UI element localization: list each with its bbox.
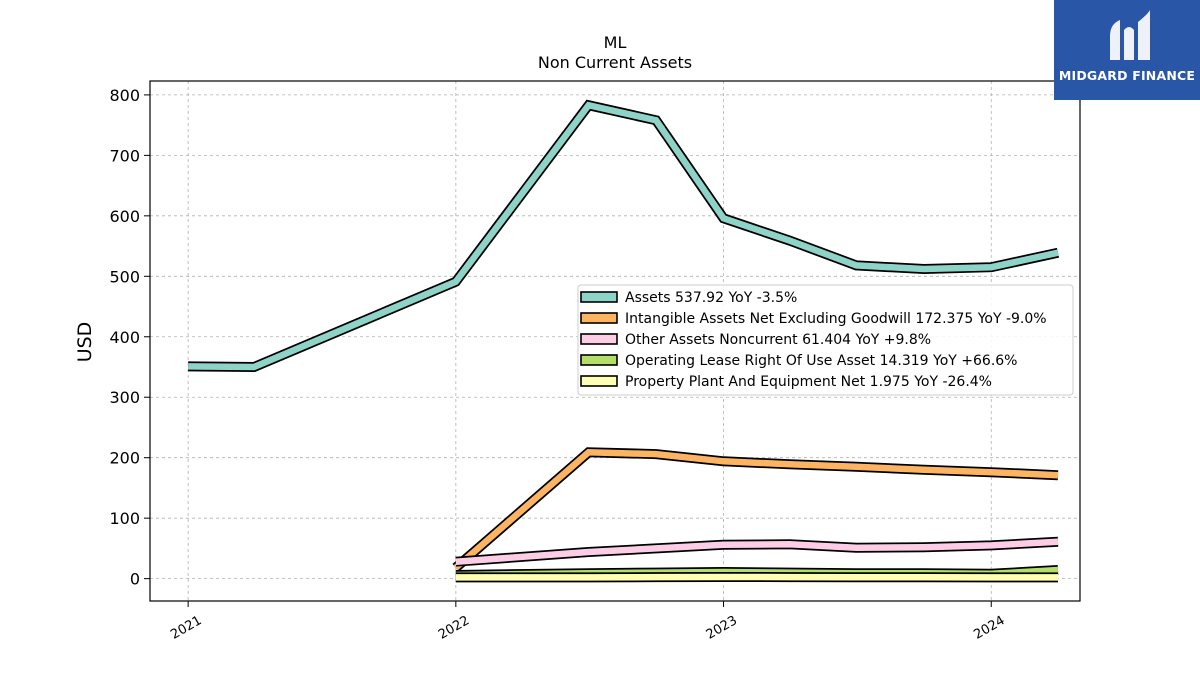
legend-label-1: Intangible Assets Net Excluding Goodwill… <box>625 311 1047 327</box>
x-tick-label: 2021 <box>168 613 204 643</box>
legend-label-0: Assets 537.92 YoY -3.5% <box>625 290 797 306</box>
y-tick-label: 600 <box>109 207 140 226</box>
x-tick-label: 2022 <box>436 613 472 643</box>
x-tick-label: 2024 <box>971 613 1007 643</box>
y-tick-label: 0 <box>130 570 140 589</box>
series-line-0 <box>188 101 1059 371</box>
logo-mark <box>1110 10 1150 60</box>
midgard-m-logo-icon <box>1054 0 1200 100</box>
y-tick-label: 500 <box>109 267 140 286</box>
y-tick-label: 300 <box>109 388 140 407</box>
y-tick-label: 400 <box>109 328 140 347</box>
legend-label-4: Property Plant And Equipment Net 1.975 Y… <box>625 374 992 390</box>
brand-name: MIDGARD FINANCE <box>1058 68 1196 83</box>
plot-frame <box>149 80 1081 602</box>
x-axis: 2021 2022 2023 2024 <box>168 601 1008 643</box>
legend-swatch-2 <box>580 333 618 345</box>
series-lines <box>188 99 1060 583</box>
legend: Assets 537.92 YoY -3.5% Intangible Assets… <box>577 284 1074 396</box>
chart-title: ML <box>604 33 627 52</box>
y-tick-label: 700 <box>109 146 140 165</box>
legend-label-2: Other Assets Noncurrent 61.404 YoY +9.8% <box>625 332 931 348</box>
legend-label-3: Operating Lease Right Of Use Asset 14.31… <box>625 353 1018 369</box>
chart-subtitle: Non Current Assets <box>538 53 692 72</box>
legend-swatch-3 <box>580 354 618 366</box>
y-axis-label: USD <box>74 322 96 363</box>
series-line-1 <box>453 449 1059 571</box>
legend-swatch-4 <box>580 375 618 387</box>
y-tick-label: 200 <box>109 449 140 468</box>
y-tick-label: 800 <box>109 86 140 105</box>
legend-swatch-0 <box>580 291 618 303</box>
legend-box <box>577 284 1074 396</box>
legend-swatch-1 <box>580 312 618 324</box>
y-axis: 0 100 200 300 400 500 600 700 800 <box>109 86 150 589</box>
x-tick-label: 2023 <box>704 613 740 643</box>
brand-logo: MIDGARD FINANCE <box>1054 0 1200 100</box>
y-tick-label: 100 <box>109 509 140 528</box>
series-line-2 <box>455 538 1059 565</box>
